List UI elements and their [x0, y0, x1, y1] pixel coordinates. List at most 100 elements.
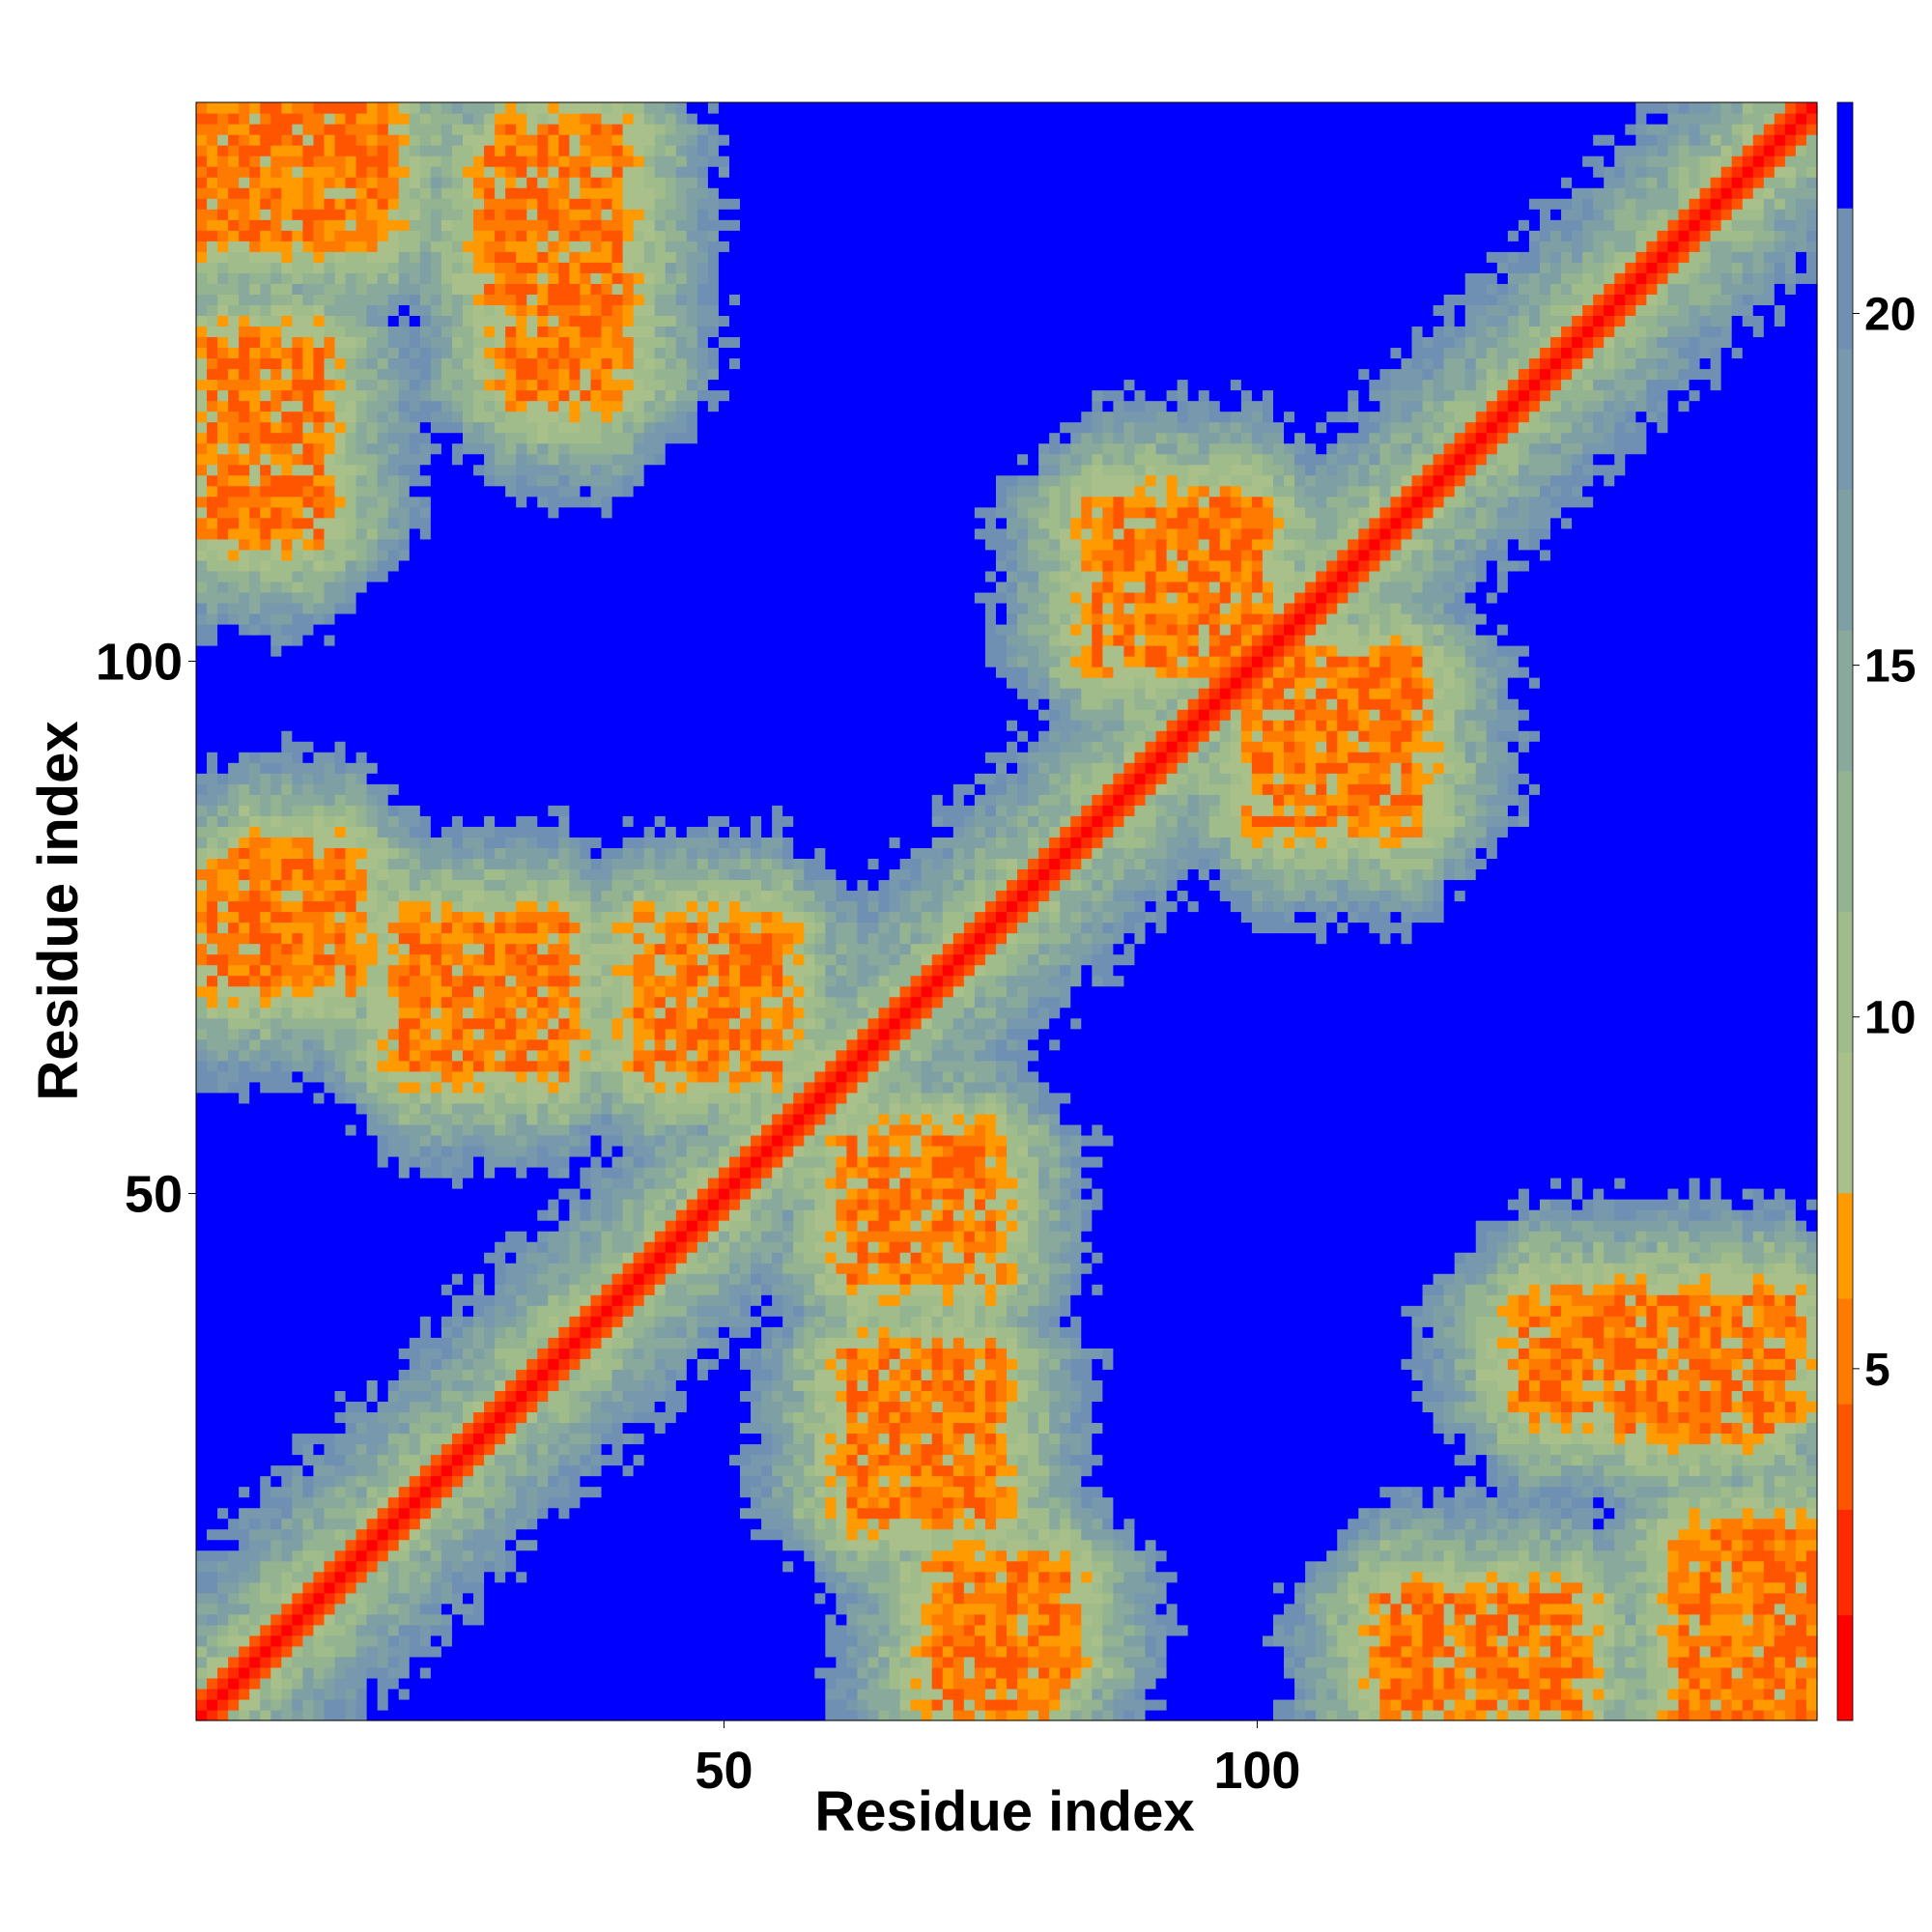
heatmap-cell: [440, 1634, 453, 1647]
heatmap-cell: [782, 1666, 794, 1679]
heatmap-cell: [633, 1539, 645, 1551]
heatmap-cell: [590, 1454, 603, 1466]
heatmap-cell: [398, 1422, 411, 1435]
heatmap-cell: [867, 1443, 880, 1456]
heatmap-cell: [931, 1581, 944, 1594]
heatmap-cell: [1060, 1369, 1071, 1380]
heatmap-cell: [728, 1464, 741, 1477]
heatmap-cell: [1625, 1454, 1636, 1466]
heatmap-cell: [1219, 1634, 1232, 1647]
heatmap-cell: [1443, 1475, 1456, 1488]
heatmap-cell: [324, 1390, 336, 1403]
heatmap-cell: [1316, 1539, 1327, 1551]
heatmap-cell: [1038, 1560, 1050, 1573]
heatmap-cell: [1667, 1549, 1680, 1562]
heatmap-cell: [1187, 1411, 1200, 1424]
heatmap-cell: [836, 1539, 848, 1551]
heatmap-cell: [419, 1454, 432, 1466]
heatmap-cell: [1572, 1464, 1583, 1477]
heatmap-cell: [857, 1656, 869, 1668]
heatmap-cell: [1348, 1496, 1359, 1509]
heatmap-cell: [718, 1433, 730, 1445]
heatmap-cell: [814, 1624, 826, 1636]
heatmap-cell: [440, 1581, 453, 1594]
heatmap-cell: [313, 1709, 326, 1721]
heatmap-cell: [1433, 1454, 1445, 1466]
heatmap-cell: [334, 1475, 347, 1488]
heatmap-cell: [1240, 1592, 1253, 1605]
heatmap-cell: [793, 1411, 805, 1424]
heatmap-cell: [516, 1539, 527, 1551]
heatmap-cell: [611, 1422, 624, 1435]
heatmap-cell: [302, 1549, 315, 1562]
heatmap-cell: [1752, 1496, 1765, 1509]
heatmap-cell: [1337, 1613, 1349, 1626]
heatmap-cell: [899, 1507, 912, 1520]
heatmap-cell: [1646, 1571, 1659, 1583]
heatmap-cell: [377, 1379, 389, 1391]
heatmap-cell: [1390, 1369, 1403, 1380]
heatmap-cell: [1678, 1464, 1690, 1477]
heatmap-cell: [569, 1443, 582, 1456]
heatmap-cell: [239, 1475, 250, 1488]
heatmap-cell: [889, 1464, 901, 1477]
heatmap-cell: [1784, 1688, 1797, 1700]
heatmap-cell: [505, 1422, 517, 1435]
heatmap-cell: [430, 1634, 442, 1647]
heatmap-cell: [995, 1464, 1008, 1477]
heatmap-cell: [1326, 1624, 1338, 1636]
heatmap-cell: [1582, 1688, 1594, 1700]
heatmap-cell: [878, 1613, 891, 1626]
heatmap-cell: [1145, 1369, 1157, 1380]
heatmap-cell: [846, 1656, 859, 1668]
heatmap-cell: [1763, 1698, 1776, 1711]
heatmap-cell: [409, 1379, 421, 1391]
heatmap-cell: [366, 1709, 379, 1721]
heatmap-cell: [1251, 1603, 1264, 1615]
heatmap-cell: [196, 1666, 208, 1679]
heatmap-cell: [1486, 1411, 1498, 1424]
heatmap-cell: [1572, 1624, 1583, 1636]
heatmap-cell: [696, 1539, 709, 1551]
heatmap-cell: [825, 1433, 837, 1445]
heatmap-cell: [1230, 1464, 1242, 1477]
heatmap-cell: [1060, 1666, 1071, 1679]
heatmap-cell: [228, 1507, 240, 1520]
heatmap-cell: [1805, 1539, 1818, 1551]
heatmap-cell: [1443, 1464, 1456, 1477]
heatmap-cell: [984, 1560, 997, 1573]
heatmap-cell: [814, 1645, 826, 1658]
heatmap-cell: [1060, 1507, 1071, 1520]
heatmap-cell: [1230, 1496, 1242, 1509]
heatmap-cell: [1763, 1709, 1776, 1721]
heatmap-cell: [377, 1539, 389, 1551]
heatmap-cell: [355, 1411, 368, 1424]
heatmap-cell: [1625, 1560, 1636, 1573]
heatmap-cell: [921, 1581, 933, 1594]
heatmap-cell: [1316, 1390, 1327, 1403]
heatmap-cell: [451, 1464, 464, 1477]
heatmap-cell: [324, 1549, 336, 1562]
heatmap-cell: [302, 1443, 315, 1456]
heatmap-cell: [1710, 1464, 1722, 1477]
heatmap-cell: [1486, 1433, 1498, 1445]
heatmap-cell: [1582, 1624, 1594, 1636]
heatmap-cell: [1123, 1507, 1136, 1520]
heatmap-cell: [1433, 1688, 1445, 1700]
heatmap-cell: [1028, 1443, 1039, 1456]
heatmap-cell: [558, 1581, 570, 1594]
heatmap-cell: [228, 1454, 240, 1466]
heatmap-cell: [995, 1411, 1008, 1424]
heatmap-cell: [1582, 1390, 1594, 1403]
heatmap-cell: [516, 1379, 527, 1391]
heatmap-cell: [772, 1539, 783, 1551]
heatmap-cell: [548, 1709, 559, 1721]
heatmap-cell: [1539, 1581, 1551, 1594]
heatmap-cell: [1113, 1443, 1125, 1456]
heatmap-cell: [1742, 1443, 1754, 1456]
heatmap-cell: [611, 1401, 624, 1413]
heatmap-cell: [1401, 1443, 1413, 1456]
heatmap-cell: [1496, 1475, 1509, 1488]
heatmap-cell: [1454, 1539, 1466, 1551]
heatmap-cell: [484, 1603, 496, 1615]
